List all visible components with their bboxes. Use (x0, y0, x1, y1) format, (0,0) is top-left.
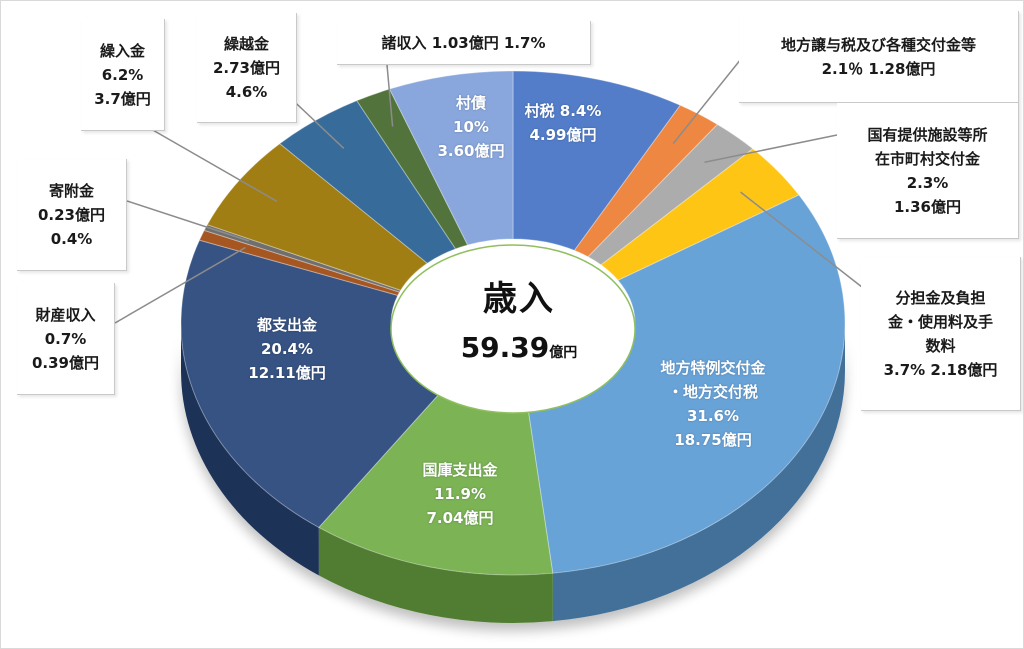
slice-label-kurinyu: 繰入金 6.2% 3.7億円 (81, 19, 165, 131)
slice-label-line: 31.6% (686, 407, 740, 425)
slice-label-kokko: 国庫支出金 11.9% 7.04億円 (380, 458, 540, 530)
slice-label-kokuyu: 国有提供施設等所 在市町村交付金 2.3% 1.36億円 (837, 103, 1019, 239)
slice-label-line: 2.73億円 (212, 58, 280, 77)
slice-label-line: 3.60億円 (437, 142, 505, 160)
slice-label-line: 分担金及負担 (895, 288, 986, 307)
slice-label-line: 0.7% (44, 329, 87, 348)
slice-label-line: 0.4% (50, 229, 93, 248)
slice-label-line: 繰越金 (223, 34, 269, 53)
slice-label-toshi: 都支出金 20.4% 12.11億円 (207, 313, 367, 385)
slice-label-line: 村債 (455, 94, 486, 112)
leader-zaisan (114, 246, 246, 324)
slice-label-line: 1.36億円 (893, 197, 961, 216)
donut-hole (390, 244, 636, 414)
slice-label-line: 繰入金 (99, 41, 145, 60)
slice-label-line: 3.7% 2.18億円 (883, 360, 998, 379)
slice-label-line: 村税 8.4% (524, 102, 602, 120)
slice-label-line: 国庫支出金 (422, 461, 498, 479)
slice-kurikoshi (279, 100, 457, 264)
slice-label-line: 地方譲与税及び各種交付金等 (780, 35, 976, 54)
leader-kurinyu (150, 128, 278, 202)
slice-side-kofu (552, 323, 845, 622)
center-title: 歳入 (483, 279, 555, 319)
slice-label-line: 12.11億円 (248, 364, 326, 382)
slice-label-line: 18.75億円 (674, 431, 752, 449)
slice-label-line: 0.39億円 (31, 353, 99, 372)
slice-buntan (600, 148, 800, 281)
slice-label-line: 国有提供施設等所 (867, 125, 988, 144)
slice-sonzei (512, 70, 682, 252)
center-total-unit: 億円 (549, 345, 578, 361)
leader-lines (114, 58, 868, 324)
slice-tops (180, 70, 846, 576)
slice-label-sonsai: 村債 10% 3.60億円 (391, 91, 551, 163)
slice-label-line: 4.6% (225, 82, 268, 101)
slice-label-line: 10% (453, 118, 489, 136)
slice-label-line: 0.23億円 (37, 205, 105, 224)
slice-label-line: 金・使用料及手 (887, 312, 993, 331)
slice-kifu (203, 224, 402, 293)
slice-label-sonzei: 村税 8.4% 4.99億円 (483, 99, 643, 147)
center-total: 59.39億円 (421, 331, 617, 364)
leader-buntan (740, 191, 868, 292)
leader-joyo (672, 58, 742, 145)
slice-label-joyo: 地方譲与税及び各種交付金等 2.1％ 1.28億円 (739, 11, 1019, 103)
slice-label-line: 在市町村交付金 (874, 149, 980, 168)
slice-label-line: 2.3% (906, 173, 949, 192)
slice-label-kurikoshi: 繰越金 2.73億円 4.6% (197, 13, 297, 123)
slice-label-kifu: 寄附金 0.23億円 0.4% (17, 159, 127, 271)
leader-shoshu (386, 64, 394, 127)
slice-label-line: 数料 (925, 336, 956, 355)
leader-kokuyu (704, 134, 838, 164)
slice-label-line: 7.04億円 (426, 509, 494, 527)
slice-label-kofu: 地方特例交付金 ・地方交付税 31.6% 18.75億円 (633, 356, 793, 452)
slice-label-line: 4.99億円 (529, 126, 597, 144)
slice-side-toshi (181, 323, 319, 576)
slice-label-line: 2.1％ 1.28億円 (821, 59, 936, 78)
slice-joyo (573, 104, 719, 258)
slice-label-line: ・地方交付税 (667, 383, 758, 401)
slice-label-line: 11.9% (433, 485, 487, 503)
center-total-value: 59.39 (460, 331, 550, 364)
slice-label-zaisan: 財産収入 0.7% 0.39億円 (17, 283, 115, 395)
slice-label-line: 6.2% (101, 65, 144, 84)
slice-kurinyu (206, 142, 429, 291)
slice-side-kokko (318, 527, 553, 623)
leader-kifu (126, 200, 249, 242)
slice-sides (181, 323, 845, 623)
slice-label-line: 諸収入 1.03億円 1.7% (381, 33, 546, 52)
slice-label-line: 財産収入 (35, 305, 96, 324)
slice-label-line: 都支出金 (256, 316, 317, 334)
slice-label-line: 3.7億円 (94, 89, 151, 108)
slice-label-line: 20.4% (260, 340, 314, 358)
slice-label-line: 寄附金 (48, 181, 94, 200)
slice-label-shoshu: 諸収入 1.03億円 1.7% (337, 21, 591, 65)
slice-sonsai (388, 70, 514, 246)
slice-label-line: 地方特例交付金 (660, 359, 766, 377)
slice-label-buntan: 分担金及負担 金・使用料及手 数料 3.7% 2.18億円 (861, 257, 1021, 411)
